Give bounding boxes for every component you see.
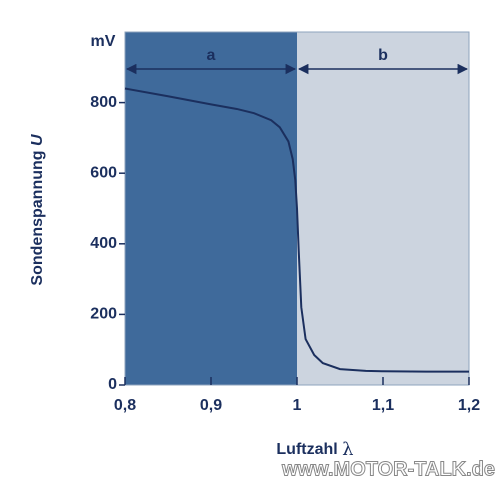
x-tick-label: 1,2 (458, 397, 480, 414)
x-label-text: Luftzahl (276, 441, 337, 458)
y-tick-label: 0 (108, 376, 117, 393)
plot: 0 200 400 600 800 0,8 0,9 1 1,1 1,2 (90, 31, 480, 414)
region-label: a (207, 47, 216, 64)
region (297, 32, 469, 385)
x-tick-label: 0,8 (114, 397, 136, 414)
y-tick-label: 400 (90, 235, 117, 252)
region (125, 32, 297, 385)
watermark: www.MOTOR-TALK.de (281, 458, 495, 480)
y-label-text: Sondenspannung (29, 150, 46, 285)
y-tick-label: 200 (90, 306, 117, 323)
x-tick-label: 1,1 (372, 397, 394, 414)
y-tick-label: 800 (90, 94, 117, 111)
x-label-symbol: λ (342, 439, 353, 460)
curve (124, 87, 469, 373)
x-axis-label: Luftzahl λ (276, 439, 353, 460)
y-unit: mV (91, 33, 116, 50)
x-tick-label: 1 (293, 397, 302, 414)
region-label: b (378, 47, 388, 64)
x-tick-label: 0,9 (200, 397, 222, 414)
y-axis-label: Sondenspannung U (29, 134, 46, 286)
y-label-symbol: U (29, 134, 46, 146)
y-tick-label: 600 (90, 164, 117, 181)
